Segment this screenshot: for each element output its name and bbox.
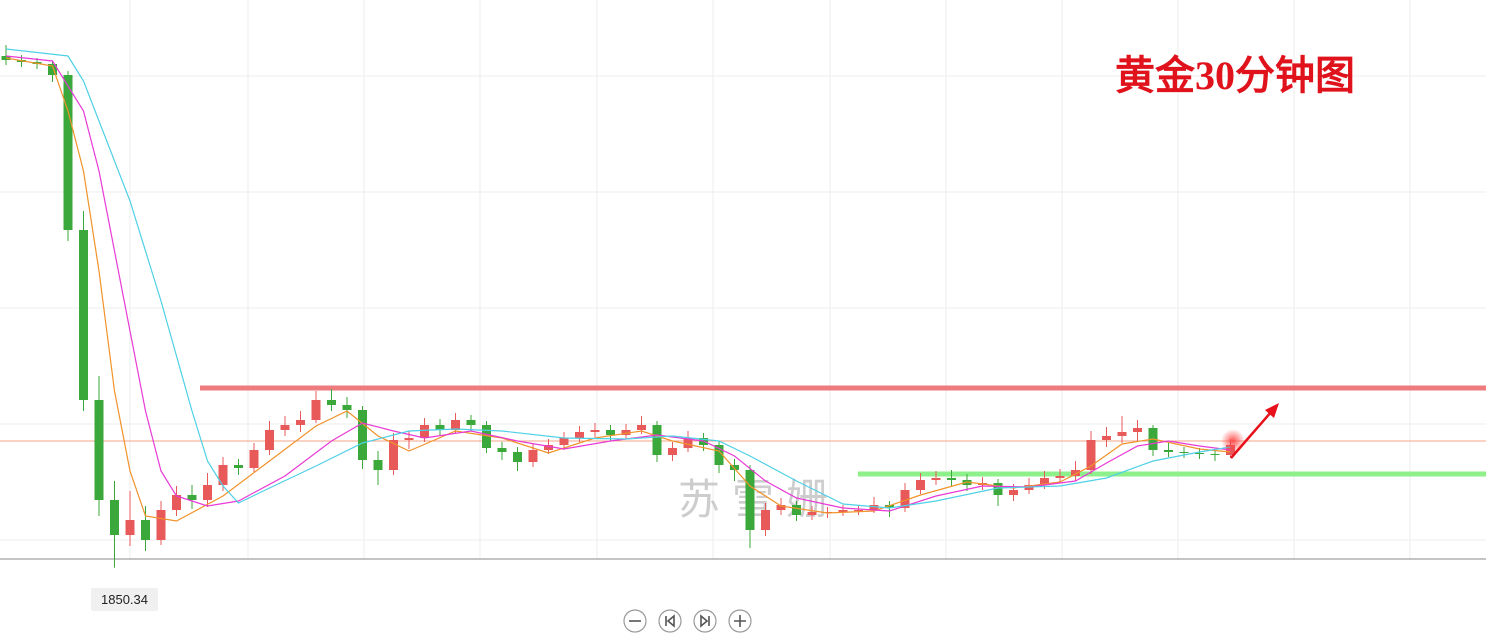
zoom-out-button[interactable]	[623, 609, 647, 633]
candle-body	[900, 490, 910, 508]
candle-body	[1195, 453, 1204, 454]
candle-body	[466, 420, 476, 425]
candle-body	[265, 430, 274, 450]
grid	[0, 0, 1486, 559]
zoom-in-button[interactable]	[728, 609, 752, 633]
candle-body	[327, 400, 336, 405]
candle-body	[513, 452, 522, 462]
candle-body	[203, 485, 212, 500]
candle-body	[1040, 478, 1049, 485]
candle-body	[358, 410, 367, 460]
candle-body	[1164, 450, 1173, 452]
low-label-box	[91, 588, 158, 611]
candle-body	[280, 425, 290, 430]
candle-body	[187, 495, 197, 500]
candle-body	[869, 505, 879, 510]
candle-body	[48, 64, 57, 75]
candle-body	[1179, 452, 1189, 453]
candle-body	[792, 505, 801, 515]
candle-body	[1102, 436, 1111, 440]
candle-body	[575, 432, 584, 438]
candle-body	[1009, 490, 1018, 495]
candle-body	[311, 400, 321, 420]
candle-body	[606, 430, 615, 435]
candle-body	[141, 520, 150, 540]
candle-body	[125, 520, 135, 535]
candle-body	[947, 478, 956, 480]
candle-body	[745, 470, 755, 530]
candle-body	[931, 478, 941, 480]
candle-body	[420, 425, 429, 438]
candle-body	[389, 440, 398, 470]
candle-body	[544, 445, 553, 450]
candle-body	[761, 510, 770, 530]
plot	[0, 45, 1486, 568]
candle-body	[1086, 440, 1096, 470]
low-label: 1850.34	[101, 592, 148, 607]
candle-body	[218, 465, 228, 485]
candle-body	[373, 460, 383, 470]
candle-body	[79, 230, 88, 400]
moving-average-line	[5, 55, 1231, 512]
candle-body	[807, 512, 817, 515]
candle-body	[234, 465, 243, 468]
candle-body	[156, 510, 166, 540]
chart-title: 黄金30分钟图	[1115, 53, 1355, 98]
candle-body	[714, 445, 724, 465]
candle-body	[249, 450, 259, 468]
scroll-start-button[interactable]	[658, 609, 682, 633]
candle-body	[559, 438, 569, 445]
candle-body	[497, 448, 507, 452]
candle-body	[621, 430, 631, 435]
candle-body	[404, 438, 414, 440]
candle-body	[1210, 454, 1220, 455]
candle-body	[1055, 476, 1065, 478]
candle-body	[1133, 428, 1142, 432]
candle-body	[63, 75, 73, 230]
moving-average-line	[5, 48, 1231, 509]
candle-body	[683, 438, 693, 448]
candle-body	[885, 505, 894, 508]
current-glow	[1221, 429, 1245, 453]
candle-body	[668, 448, 677, 455]
candle-body	[296, 420, 305, 425]
moving-average-line	[5, 57, 1231, 522]
candle-body	[590, 430, 600, 432]
candle-body	[342, 405, 352, 410]
candle-body	[482, 425, 491, 448]
candle-body	[652, 425, 662, 455]
candle-body	[730, 465, 739, 470]
trend-arrow	[1230, 403, 1279, 459]
candle-body	[451, 420, 460, 430]
candle-body	[528, 450, 538, 462]
candle-body	[993, 483, 1003, 495]
candle-body	[110, 500, 119, 535]
candle-body	[1117, 432, 1127, 436]
candle-body	[916, 480, 925, 490]
candle-body	[776, 505, 786, 510]
candle-body	[1071, 470, 1080, 476]
candle-body	[637, 425, 646, 430]
watermark: 苏雪姗	[678, 478, 840, 524]
candle-body	[435, 425, 445, 430]
candle-body	[172, 495, 181, 510]
candle-body	[94, 400, 104, 500]
scroll-end-button[interactable]	[693, 609, 717, 633]
candle-body	[854, 510, 863, 511]
candle-body	[838, 510, 848, 512]
